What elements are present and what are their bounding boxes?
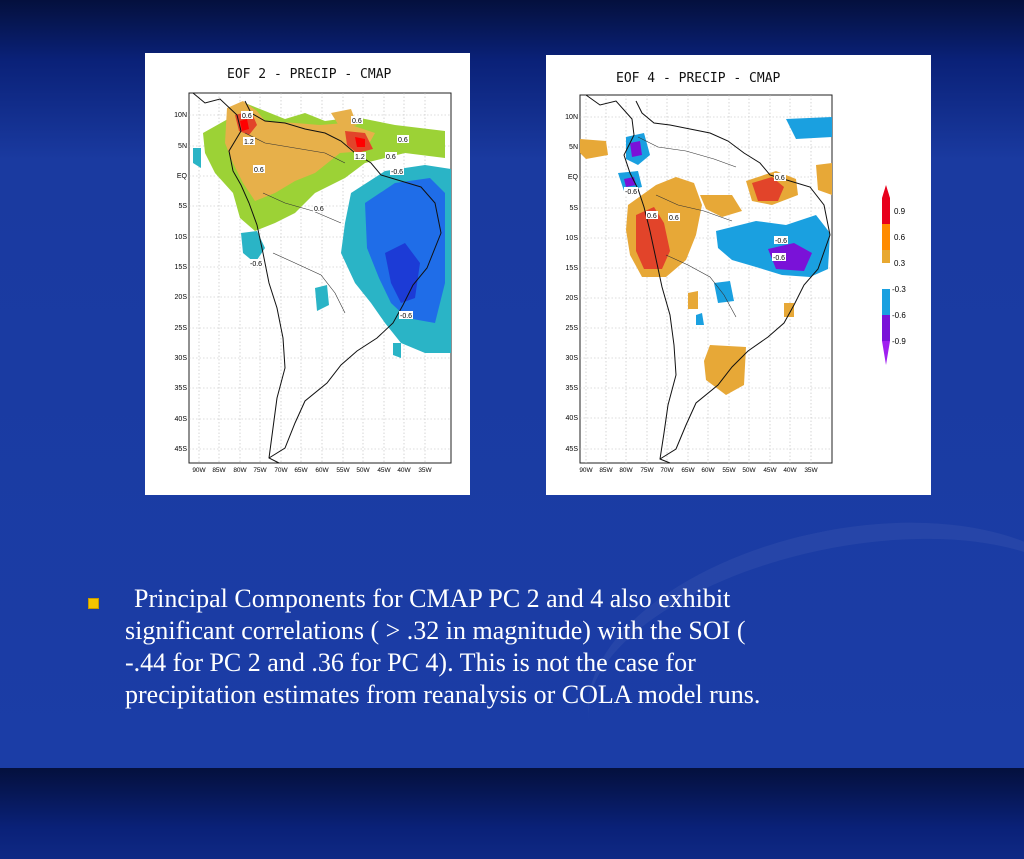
eof4-negative-field [618,117,832,325]
bullet-line-4: precipitation estimates from reanalysis … [125,680,761,709]
svg-text:-0.3: -0.3 [892,285,906,294]
legend-arrow-top [882,185,890,198]
svg-text:45S: 45S [175,446,188,453]
svg-text:65W: 65W [294,467,308,474]
svg-text:30S: 30S [566,355,579,362]
bullet-text: Principal Components for CMAP PC 2 and 4… [125,583,965,711]
svg-text:0.6: 0.6 [352,118,362,125]
svg-text:30S: 30S [175,355,188,362]
svg-text:10S: 10S [566,235,579,242]
legend-swatch-zero [882,263,890,276]
eof2-positive-field [203,101,445,231]
svg-text:0.6: 0.6 [647,213,657,220]
svg-text:45W: 45W [763,467,777,474]
svg-text:40W: 40W [397,467,411,474]
svg-text:35S: 35S [566,385,579,392]
svg-text:25S: 25S [566,325,579,332]
south-america-outline-2 [585,94,831,464]
svg-text:0.6: 0.6 [314,206,324,213]
svg-text:-0.6: -0.6 [250,261,262,268]
svg-text:-0.6: -0.6 [391,169,403,176]
color-legend: 0.9 0.6 0.3 -0.3 -0.6 -0.9 [882,185,906,365]
svg-text:20S: 20S [175,294,188,301]
svg-text:0.9: 0.9 [894,207,906,216]
eof4-map-title: EOF 4 - PRECIP - CMAP [616,71,781,86]
svg-text:EQ: EQ [568,174,579,181]
svg-text:60W: 60W [701,467,715,474]
svg-text:75W: 75W [640,467,654,474]
svg-text:40S: 40S [175,416,188,423]
svg-text:15S: 15S [566,265,579,272]
svg-text:70W: 70W [274,467,288,474]
eof2-negative-field [193,148,451,358]
svg-text:80W: 80W [233,467,247,474]
eof4-map-panel: EOF 4 - PRECIP - CMAP [546,55,931,495]
svg-text:85W: 85W [212,467,226,474]
svg-text:10N: 10N [565,114,578,121]
svg-text:0.3: 0.3 [894,259,906,268]
svg-text:0.6: 0.6 [242,113,252,120]
svg-text:60W: 60W [315,467,329,474]
svg-text:-0.6: -0.6 [625,189,637,196]
svg-text:40W: 40W [783,467,797,474]
svg-text:0.6: 0.6 [775,175,785,182]
svg-text:65W: 65W [681,467,695,474]
svg-text:5N: 5N [569,144,578,151]
svg-text:90W: 90W [192,467,206,474]
legend-swatch--0.3 [882,289,890,315]
eof2-map-panel: EOF 2 - PRECIP - CMAP [145,53,470,495]
svg-text:45W: 45W [377,467,391,474]
svg-text:5S: 5S [178,203,187,210]
svg-text:50W: 50W [742,467,756,474]
svg-text:80W: 80W [619,467,633,474]
legend-swatch-0.6 [882,224,890,250]
legend-swatch-0.3 [882,250,890,263]
svg-text:55W: 55W [336,467,350,474]
svg-text:50W: 50W [356,467,370,474]
svg-text:1.2: 1.2 [355,154,365,161]
eof2-map: 0.6 1.2 0.6 0.6 0.6 1.2 0.6 -0.6 0.6 -0.… [174,92,452,474]
svg-text:25S: 25S [175,325,188,332]
svg-text:0.6: 0.6 [386,154,396,161]
svg-text:-0.6: -0.6 [400,313,412,320]
svg-text:35W: 35W [418,467,432,474]
eof4-map: -0.6 0.6 0.6 0.6 -0.6 -0.6 10N 5N EQ 5S … [565,94,906,474]
legend-swatch-0.9 [882,198,890,224]
svg-text:0.6: 0.6 [254,167,264,174]
svg-text:-0.6: -0.6 [892,311,906,320]
svg-text:35W: 35W [804,467,818,474]
svg-text:-0.9: -0.9 [892,337,906,346]
svg-text:10S: 10S [175,234,188,241]
bullet-square-icon [88,598,99,609]
bullet-line-1: Principal Components for CMAP PC 2 and 4… [134,584,731,613]
svg-text:10N: 10N [174,112,187,119]
bullet-line-2: significant correlations ( > .32 in magn… [125,616,746,645]
svg-text:EQ: EQ [177,173,188,180]
legend-arrow-bottom [882,341,890,365]
svg-text:1.2: 1.2 [244,139,254,146]
svg-text:90W: 90W [579,467,593,474]
svg-text:55W: 55W [722,467,736,474]
svg-text:35S: 35S [175,385,188,392]
bullet-line-3: -.44 for PC 2 and .36 for PC 4). This is… [125,648,696,677]
svg-text:45S: 45S [566,446,579,453]
svg-text:5S: 5S [569,205,578,212]
svg-text:0.6: 0.6 [894,233,906,242]
svg-text:40S: 40S [566,415,579,422]
svg-text:-0.6: -0.6 [775,238,787,245]
svg-text:75W: 75W [253,467,267,474]
legend-swatch--0.6 [882,315,890,341]
svg-text:5N: 5N [178,143,187,150]
legend-swatch-zero-2 [882,276,890,289]
svg-text:15S: 15S [175,264,188,271]
svg-text:0.6: 0.6 [398,137,408,144]
svg-text:70W: 70W [660,467,674,474]
svg-text:85W: 85W [599,467,613,474]
svg-text:0.6: 0.6 [669,215,679,222]
svg-text:-0.6: -0.6 [773,255,785,262]
south-america-outline [192,92,442,464]
svg-text:20S: 20S [566,295,579,302]
eof2-map-title: EOF 2 - PRECIP - CMAP [227,67,392,82]
